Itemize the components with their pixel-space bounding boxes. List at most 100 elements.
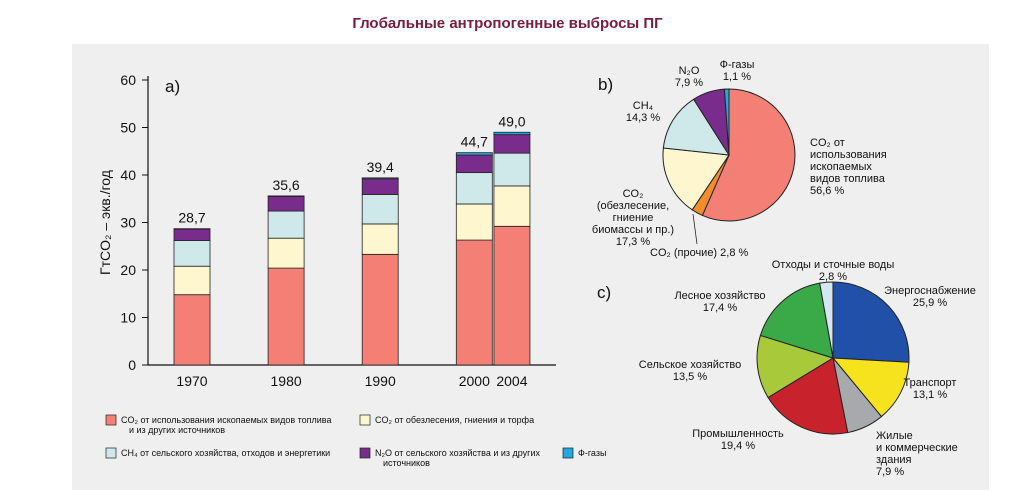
bar-1990-ch4 xyxy=(361,194,399,225)
pie-c-label-agriculture-line-1: 13,5 % xyxy=(673,371,707,383)
bar-1990-n2o xyxy=(361,178,399,195)
pie-b-slice-fgas xyxy=(723,88,730,156)
pie-c-label-agriculture-line-0: Сельское хозяйство xyxy=(639,359,741,371)
pie-c-label-waste-line-1: 2,8 % xyxy=(819,271,847,283)
pie-b-label-co2-deforest-line-4: 17,3 % xyxy=(616,236,650,248)
pie-c-slice-industry xyxy=(767,357,849,435)
pie-b-label-n2o-line-0: N₂O xyxy=(679,65,700,77)
bar-1980-co2_fossil xyxy=(267,267,305,366)
bar-2000-ch4 xyxy=(455,172,493,205)
legend-swatch-n2o xyxy=(359,447,371,459)
x-tick-label-1990: 1990 xyxy=(365,373,396,389)
bar-1980-ch4 xyxy=(267,210,305,239)
panel-a-label: a) xyxy=(165,77,180,96)
y-axis-label: ГтCO₂ – экв./год xyxy=(97,170,113,275)
x-tick-label-1970: 1970 xyxy=(176,373,207,389)
pie-b-label-co2-other: CO₂ (прочие) 2,8 % xyxy=(650,247,748,259)
pie-c-label-buildings-line-0: Жилые xyxy=(876,430,913,442)
y-tick-label-40: 40 xyxy=(120,167,136,183)
pie-b-slice-co2_fossil xyxy=(701,88,796,222)
legend-text-co2_fossil-1: и из других источников xyxy=(129,425,225,435)
pie-b-label-co2-deforest-line-2: гниение xyxy=(613,212,654,224)
bar-2004-co2_fossil xyxy=(493,225,531,366)
bar-2000-n2o xyxy=(455,154,493,174)
pie-b-label-ch4-line-0: CH₄ xyxy=(633,100,654,112)
bar-2004-ch4 xyxy=(493,152,531,187)
total-label-2000: 44,7 xyxy=(461,134,488,150)
legend-swatch-ch4 xyxy=(105,447,117,459)
bar-1970-n2o xyxy=(173,228,211,241)
pie-c-slice-agriculture xyxy=(756,334,835,399)
pie-c-slice-transport xyxy=(831,357,910,418)
panel-c-label: c) xyxy=(597,283,611,302)
y-tick-label-20: 20 xyxy=(120,262,136,278)
x-tick-label-2000: 2000 xyxy=(459,373,490,389)
bar-2004-fgas xyxy=(493,131,531,136)
pie-b-leader-co2-other xyxy=(692,213,698,245)
legend-text-ch4-0: CH₄ от сельского хозяйства, отходов и эн… xyxy=(121,448,330,458)
legend-text-co2_fossil-0: CO₂ от использования ископаемых видов то… xyxy=(121,415,332,425)
bar-2004-n2o xyxy=(493,134,531,154)
legend-text-fgas-0: Ф-газы xyxy=(578,448,606,458)
pie-b-label-co2-fossil-line-0: CO₂ от xyxy=(810,137,845,149)
pie-c-label-transport-line-0: Транспорт xyxy=(904,377,957,389)
pie-c-label-energy-line-0: Энергоснабжение xyxy=(884,285,976,297)
pie-b-label-co2-fossil-line-2: ископаемых xyxy=(810,161,872,173)
y-tick-label-10: 10 xyxy=(120,310,136,326)
bar-2000-co2_deforest xyxy=(455,203,493,241)
pie-b-label-co2-deforest-line-0: CO₂ xyxy=(623,188,644,200)
x-tick-label-1980: 1980 xyxy=(271,373,302,389)
total-label-1970: 28,7 xyxy=(178,210,205,226)
bar-1990-co2_fossil xyxy=(361,253,399,366)
bar-1980-n2o xyxy=(267,195,305,212)
legend-text-n2o-0: N₂O от сельского хозяйства и из других xyxy=(375,448,540,458)
pie-c-label-waste-line-0: Отходы и сточные воды xyxy=(772,259,895,271)
pie-b-label-n2o-line-1: 7,9 % xyxy=(675,77,703,89)
pie-c-label-buildings-line-1: и коммерческие xyxy=(876,442,958,454)
pie-b-label-co2-fossil-line-1: использования xyxy=(810,149,887,161)
bar-1990-co2_deforest xyxy=(361,223,399,255)
bar-1970-co2_deforest xyxy=(173,265,211,296)
x-tick-label-2004: 2004 xyxy=(496,373,527,389)
legend-text-n2o-1: источников xyxy=(383,458,430,468)
pie-b-slice-co2_deforest xyxy=(662,147,730,211)
pie-b-label-co2-deforest-line-1: (обезлесение, xyxy=(597,200,669,212)
pie-c-label-energy-line-1: 25,9 % xyxy=(913,297,947,309)
pie-c-label-buildings-line-2: здания xyxy=(876,454,912,466)
pie-c-label-forestry-line-1: 17,4 % xyxy=(703,302,737,314)
legend-text-co2_deforest-0: CO₂ от обезлесения, гниения и торфа xyxy=(375,415,534,425)
pie-c-label-industry-line-0: Промышленность xyxy=(692,428,784,440)
y-tick-label-30: 30 xyxy=(120,215,136,231)
bar-1980-co2_deforest xyxy=(267,237,305,269)
y-tick-label-0: 0 xyxy=(128,357,136,373)
y-tick-label-50: 50 xyxy=(120,120,136,136)
bar-1990-fgas xyxy=(361,177,399,180)
pie-c-slice-waste xyxy=(819,281,834,359)
bar-2000-fgas xyxy=(455,152,493,156)
panel-b-label: b) xyxy=(598,75,613,94)
pie-c-slice-energy xyxy=(832,281,910,363)
bar-1970-co2_fossil xyxy=(173,294,211,366)
pie-b-label-co2-fossil-line-3: видов топлива xyxy=(810,173,886,185)
pie-b-label-ch4-line-1: 14,3 % xyxy=(626,112,660,124)
bar-2004-co2_deforest xyxy=(493,185,531,227)
total-label-1990: 39,4 xyxy=(367,159,394,175)
legend-swatch-co2_fossil xyxy=(105,414,117,426)
pie-b-label-co2-deforest-line-3: биомассы и пр.) xyxy=(592,224,674,236)
bar-1970-ch4 xyxy=(173,240,211,267)
pie-c-label-transport-line-1: 13,1 % xyxy=(913,389,947,401)
pie-b-slice-ch4 xyxy=(662,98,730,156)
total-label-2004: 49,0 xyxy=(498,113,525,129)
total-label-1980: 35,6 xyxy=(272,177,299,193)
legend-swatch-fgas xyxy=(562,447,574,459)
bar-2000-co2_fossil xyxy=(455,239,493,366)
pie-b-label-fgas-line-0: Ф-газы xyxy=(720,59,755,71)
pie-c-label-forestry-line-0: Лесное хозяйство xyxy=(674,290,765,302)
legend-swatch-co2_deforest xyxy=(359,414,371,426)
pie-c-slice-forestry xyxy=(759,282,834,359)
pie-c-label-buildings-line-3: 7,9 % xyxy=(876,466,904,478)
pie-b-label-co2-fossil-line-4: 56,6 % xyxy=(810,185,844,197)
pie-c-label-industry-line-1: 19,4 % xyxy=(721,440,755,452)
chart-title: Глобальные антропогенные выбросы ПГ xyxy=(352,15,663,32)
